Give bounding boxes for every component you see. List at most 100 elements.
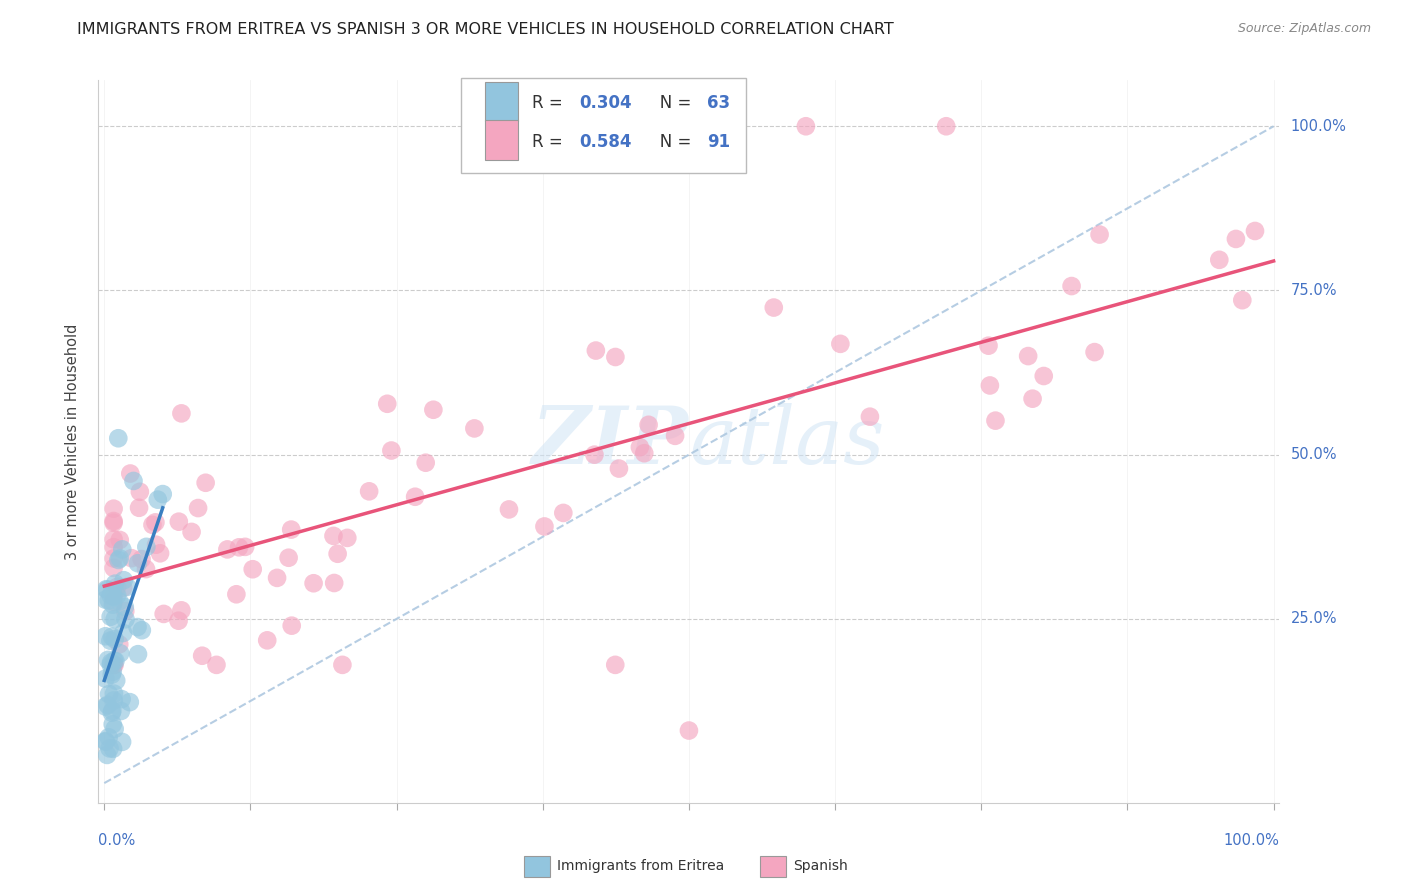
Spanish	[984, 414, 1007, 428]
Text: 0.0%: 0.0%	[98, 833, 135, 848]
Spanish	[979, 378, 1001, 392]
Spanish	[323, 576, 346, 591]
Spanish	[1232, 293, 1254, 308]
Immigrants from Eritrea	[104, 632, 127, 647]
Spanish	[277, 550, 299, 565]
Spanish	[225, 587, 247, 601]
Spanish	[322, 529, 344, 543]
Spanish	[498, 502, 520, 516]
Spanish	[167, 614, 190, 628]
Y-axis label: 3 or more Vehicles in Household: 3 or more Vehicles in Household	[65, 324, 80, 559]
Spanish	[1208, 252, 1230, 267]
Spanish	[103, 516, 125, 530]
Spanish	[628, 440, 651, 454]
Spanish	[794, 120, 817, 134]
Immigrants from Eritrea	[112, 573, 135, 587]
Spanish	[375, 397, 398, 411]
Immigrants from Eritrea	[96, 582, 118, 597]
Text: Immigrants from Eritrea: Immigrants from Eritrea	[557, 859, 724, 873]
Immigrants from Eritrea	[101, 706, 124, 720]
Immigrants from Eritrea	[100, 589, 122, 603]
Spanish	[359, 484, 381, 499]
Immigrants from Eritrea	[101, 585, 124, 599]
Spanish	[336, 531, 359, 545]
Spanish	[103, 589, 125, 603]
Immigrants from Eritrea	[110, 704, 132, 718]
Text: R =: R =	[531, 95, 568, 112]
Spanish	[1088, 227, 1111, 242]
Spanish	[830, 336, 852, 351]
Immigrants from Eritrea	[104, 722, 127, 736]
Text: ZIP: ZIP	[531, 403, 689, 480]
Immigrants from Eritrea	[110, 692, 132, 706]
Spanish	[1084, 345, 1107, 359]
Spanish	[103, 514, 125, 528]
Spanish	[167, 515, 190, 529]
Spanish	[242, 562, 264, 576]
Immigrants from Eritrea	[98, 741, 121, 756]
Immigrants from Eritrea	[94, 734, 117, 748]
Spanish	[762, 301, 785, 315]
Immigrants from Eritrea	[94, 734, 117, 748]
Immigrants from Eritrea	[112, 626, 135, 640]
Spanish	[170, 406, 193, 420]
Spanish	[187, 501, 209, 516]
Spanish	[332, 657, 354, 672]
Spanish	[1021, 392, 1043, 406]
Text: 75.0%: 75.0%	[1291, 283, 1337, 298]
FancyBboxPatch shape	[485, 120, 517, 160]
Spanish	[217, 542, 239, 557]
Immigrants from Eritrea	[110, 646, 132, 660]
Spanish	[1032, 369, 1054, 384]
Spanish	[605, 350, 627, 364]
Spanish	[149, 546, 172, 560]
Text: Source: ZipAtlas.com: Source: ZipAtlas.com	[1237, 22, 1371, 36]
Text: 91: 91	[707, 133, 730, 151]
Spanish	[533, 519, 555, 533]
Immigrants from Eritrea	[127, 647, 149, 661]
Immigrants from Eritrea	[107, 431, 129, 445]
Spanish	[678, 723, 700, 738]
Immigrants from Eritrea	[103, 687, 125, 701]
Spanish	[128, 500, 150, 515]
Immigrants from Eritrea	[101, 717, 124, 731]
Spanish	[1225, 232, 1247, 246]
Immigrants from Eritrea	[94, 699, 117, 714]
Spanish	[415, 456, 437, 470]
Immigrants from Eritrea	[108, 551, 131, 566]
Spanish	[145, 538, 167, 552]
Immigrants from Eritrea	[101, 630, 124, 644]
Spanish	[266, 571, 288, 585]
Spanish	[280, 618, 302, 632]
Immigrants from Eritrea	[101, 741, 124, 756]
Immigrants from Eritrea	[135, 540, 157, 554]
Spanish	[170, 603, 193, 617]
Spanish	[103, 551, 125, 566]
Immigrants from Eritrea	[100, 633, 122, 648]
FancyBboxPatch shape	[523, 855, 550, 877]
Spanish	[121, 551, 143, 566]
Immigrants from Eritrea	[146, 492, 169, 507]
Spanish	[607, 461, 630, 475]
Spanish	[103, 657, 125, 672]
Spanish	[1060, 279, 1083, 293]
Immigrants from Eritrea	[101, 598, 124, 612]
Spanish	[1017, 349, 1039, 363]
Spanish	[553, 506, 575, 520]
Spanish	[233, 540, 256, 554]
Spanish	[463, 421, 485, 435]
Immigrants from Eritrea	[122, 474, 145, 488]
Spanish	[108, 533, 131, 547]
Text: 25.0%: 25.0%	[1291, 611, 1337, 626]
Spanish	[859, 409, 882, 424]
Spanish	[103, 657, 125, 672]
Immigrants from Eritrea	[94, 592, 117, 607]
Immigrants from Eritrea	[94, 629, 117, 643]
Spanish	[326, 547, 349, 561]
Immigrants from Eritrea	[105, 673, 128, 688]
Immigrants from Eritrea	[115, 580, 138, 594]
Immigrants from Eritrea	[100, 657, 122, 672]
Spanish	[380, 443, 402, 458]
Immigrants from Eritrea	[103, 693, 125, 707]
Spanish	[103, 501, 125, 516]
